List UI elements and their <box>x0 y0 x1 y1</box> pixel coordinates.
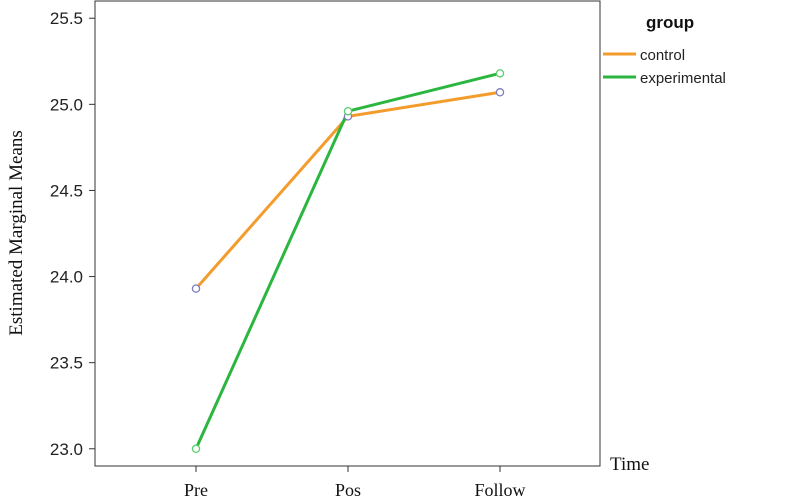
y-tick-label: 23.0 <box>50 440 83 459</box>
x-axis-title: Time <box>610 454 649 475</box>
plot-frame <box>94 0 601 467</box>
data-point-experimental <box>191 444 201 454</box>
legend: group control experimental <box>603 13 726 87</box>
x-axis: Pre Pos Follow <box>184 466 526 500</box>
x-tick-label: Follow <box>474 480 525 500</box>
y-axis: 23.0 23.5 24.0 24.5 25.0 25.5 <box>50 9 95 459</box>
legend-items: control experimental <box>603 47 726 87</box>
y-tick-label: 25.5 <box>50 9 83 28</box>
data-point-control <box>495 88 505 97</box>
legend-label-control: control <box>640 47 685 64</box>
y-tick-label: 24.5 <box>50 181 83 200</box>
legend-title: group <box>646 13 694 32</box>
y-tick-label: 24.0 <box>50 268 83 287</box>
y-tick-label: 25.0 <box>50 95 83 114</box>
series-layer <box>191 69 505 454</box>
data-point-experimental <box>495 69 505 78</box>
x-tick-label: Pos <box>335 480 361 500</box>
data-point-control <box>191 284 201 293</box>
data-point-experimental <box>343 106 353 116</box>
legend-label-experimental: experimental <box>640 70 726 87</box>
y-axis-title: Estimated Marginal Means <box>6 130 27 335</box>
x-tick-label: Pre <box>184 480 208 500</box>
y-tick-label: 23.5 <box>50 354 83 373</box>
